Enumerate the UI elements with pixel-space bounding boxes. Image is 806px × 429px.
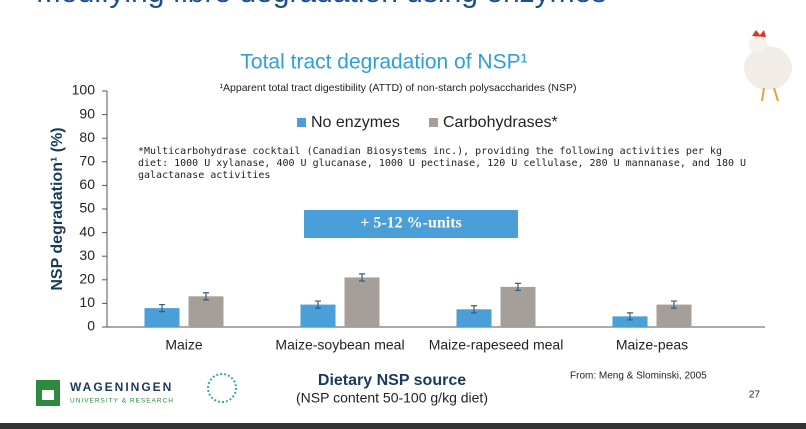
y-tick-label: 90	[79, 105, 95, 121]
chicken-comb	[752, 30, 766, 37]
source: From: Meng & Slominski, 2005	[570, 371, 707, 382]
bottom-strip	[0, 423, 806, 429]
bar	[500, 286, 536, 327]
legend-swatch	[429, 118, 438, 127]
logo-sub: UNIVERSITY & RESEARCH	[70, 398, 174, 405]
y-tick-label: 60	[79, 176, 95, 192]
bar	[456, 309, 492, 327]
x-tick-label: Maize	[165, 337, 203, 353]
x-tick-label: Maize-peas	[616, 337, 688, 353]
chicken-head	[749, 35, 767, 53]
y-tick-label: 30	[79, 247, 95, 263]
y-tick-label: 100	[72, 82, 96, 98]
note-box: *Multicarbohydrase cocktail (Canadian Bi…	[138, 146, 747, 181]
y-axis-label: NSP degradation¹ (%)	[49, 127, 66, 290]
logo-mark-inner	[42, 390, 54, 400]
chicken	[744, 30, 792, 102]
legend-swatch	[297, 118, 306, 127]
bar	[344, 277, 380, 327]
note: *Multicarbohydrase cocktail (Canadian Bi…	[138, 146, 747, 181]
x-axis-label: Dietary NSP source	[318, 372, 466, 389]
bar	[188, 296, 224, 327]
legend-label: No enzymes	[311, 114, 400, 131]
error-bar	[203, 292, 209, 301]
annotation: + 5-12 %-units	[360, 215, 462, 232]
bar	[656, 304, 692, 327]
chicken-body	[744, 46, 792, 90]
chart-footnote: ¹Apparent total tract digestibility (ATT…	[220, 82, 577, 94]
error-bar	[159, 303, 165, 313]
y-tick-label: 0	[87, 318, 95, 334]
legend-label: Carbohydrases*	[443, 114, 558, 131]
slide-title: Modifying fibre degradation using enzyme…	[36, 0, 606, 9]
y-tick-label: 20	[79, 271, 95, 287]
annotation-box	[304, 210, 518, 238]
y-tick-label: 80	[79, 129, 95, 145]
page-number: 27	[749, 390, 761, 401]
error-bar	[671, 300, 677, 309]
chart-title: Total tract degradation of NSP¹	[240, 51, 527, 74]
chicken-leg	[773, 87, 779, 102]
chicken-leg	[761, 87, 765, 102]
error-bar	[515, 282, 521, 292]
logo: WAGENINGEN UNIVERSITY & RESEARCH	[36, 373, 237, 406]
bar	[612, 316, 648, 327]
y-tick-label: 10	[79, 294, 95, 310]
y-tick-label: 50	[79, 200, 95, 216]
x-tick-label: Maize-rapeseed meal	[429, 337, 564, 353]
x-tick-label: Maize-soybean meal	[275, 337, 404, 353]
logo-name: WAGENINGEN	[70, 380, 173, 394]
error-bar	[315, 300, 321, 309]
x-axis-sublabel: (NSP content 50-100 g/kg diet)	[296, 390, 488, 406]
y-tick-label: 70	[79, 153, 95, 169]
bar	[300, 304, 336, 327]
bar	[144, 308, 180, 327]
error-bar	[471, 305, 477, 314]
error-bar	[359, 273, 365, 282]
y-tick-label: 40	[79, 223, 95, 239]
error-bar	[627, 312, 633, 321]
emblem	[207, 373, 237, 403]
